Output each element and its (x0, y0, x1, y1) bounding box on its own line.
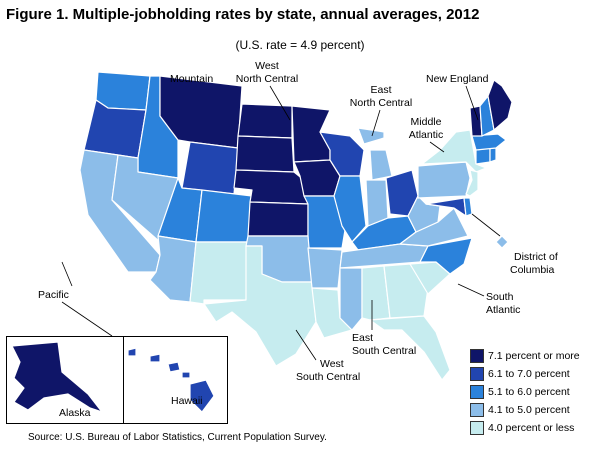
leader-enc (371, 109, 381, 137)
legend-item: 7.1 percent or more (470, 347, 580, 365)
legend-label: 5.1 to 6.0 percent (488, 386, 570, 398)
state-ri (489, 147, 497, 163)
legend-swatch (470, 403, 484, 417)
state-wy (181, 141, 239, 195)
state-md (425, 197, 467, 217)
region-label-enc-line1: East (370, 84, 391, 96)
state-dc (495, 235, 509, 249)
state-fl (369, 315, 451, 381)
region-label-sa-line2: Atlantic (486, 304, 520, 316)
leader-wnc (269, 85, 291, 121)
region-label-ma-line1: Middle (411, 116, 442, 128)
legend-item: 5.1 to 6.0 percent (470, 383, 580, 401)
region-label-dc-line1: District of (514, 251, 558, 263)
source-note: Source: U.S. Bureau of Labor Statistics,… (28, 432, 327, 443)
state-az (149, 235, 197, 303)
region-label-pacific: Pacific (38, 289, 69, 301)
legend-item: 4.1 to 5.0 percent (470, 401, 580, 419)
inset-label-hawaii: Hawaii (171, 395, 203, 407)
region-label-wnc-line1: West (255, 60, 279, 72)
state-sd (235, 135, 295, 173)
legend-label: 7.1 percent or more (488, 350, 580, 362)
leader-pacific-2 (61, 261, 73, 287)
inset-divider (123, 337, 124, 423)
legend-label: 6.1 to 7.0 percent (488, 368, 570, 380)
legend-swatch (470, 349, 484, 363)
state-ma (471, 133, 507, 151)
state-wa (95, 71, 151, 111)
inset-label-alaska: Alaska (59, 407, 91, 419)
figure-subtitle: (U.S. rate = 4.9 percent) (235, 38, 365, 52)
inset-frame: Alaska Hawaii (6, 336, 228, 424)
legend-swatch (470, 421, 484, 435)
region-label-mountain: Mountain (170, 73, 213, 85)
state-hi (127, 347, 215, 413)
region-label-esc-line2: South Central (352, 345, 416, 357)
state-tx (203, 245, 317, 367)
region-label-wsc-line1: West (320, 358, 344, 370)
state-nj (465, 169, 479, 197)
leader-pacific (61, 301, 113, 337)
state-ak (11, 341, 103, 413)
region-label-dc-line2: Columbia (510, 264, 555, 276)
region-label-wnc-line2: North Central (236, 73, 298, 85)
state-nm (189, 241, 249, 305)
leader-wsc (295, 329, 317, 361)
state-ar (307, 247, 343, 289)
region-label-new-england: New England (426, 73, 489, 85)
state-ct (475, 147, 491, 165)
state-me (487, 79, 513, 131)
legend-label: 4.1 to 5.0 percent (488, 404, 570, 416)
state-ms (339, 267, 363, 331)
legend-item: 4.0 percent or less (470, 419, 580, 437)
legend-item: 6.1 to 7.0 percent (470, 365, 580, 383)
region-label-sa-line1: South (486, 291, 514, 303)
leader-dc (471, 213, 501, 237)
region-label-esc-line1: East (352, 332, 373, 344)
legend-label: 4.0 percent or less (488, 422, 575, 434)
leader-new-england (465, 85, 479, 121)
region-label-ma-line2: Atlantic (409, 129, 443, 141)
figure-title: Figure 1. Multiple-jobholding rates by s… (6, 6, 480, 23)
state-pa (417, 161, 471, 199)
region-label-enc-line2: North Central (350, 97, 412, 109)
legend: 7.1 percent or more 6.1 to 7.0 percent 5… (470, 347, 580, 437)
state-de (463, 197, 473, 217)
state-ga (383, 263, 429, 319)
state-ks (247, 201, 309, 237)
leader-ma (429, 141, 445, 153)
state-co (195, 189, 253, 243)
region-label-wsc-line2: South Central (296, 371, 360, 383)
legend-swatch (470, 367, 484, 381)
leader-sa (457, 283, 485, 297)
legend-swatch (470, 385, 484, 399)
